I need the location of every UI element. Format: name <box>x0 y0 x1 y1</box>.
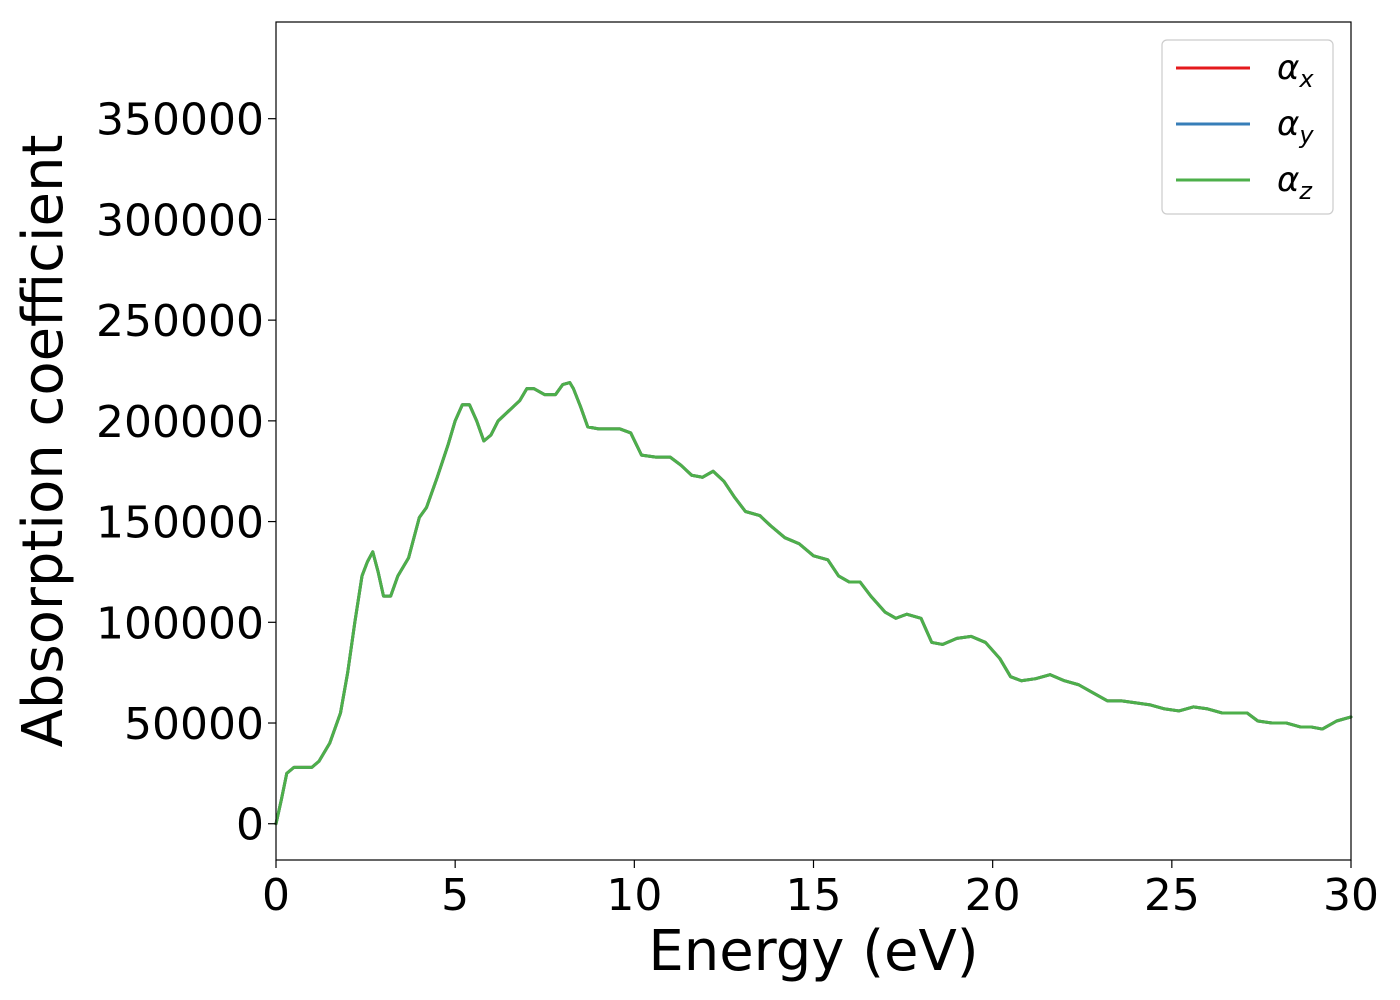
series-layer <box>274 381 1353 826</box>
y-tick-label: 150000 <box>96 498 264 549</box>
x-tick-label: 5 <box>441 870 469 921</box>
x-tick-label: 25 <box>1144 870 1200 921</box>
x-tick-label: 20 <box>965 870 1021 921</box>
x-tick-label: 15 <box>786 870 842 921</box>
legend-label-y: αy <box>1277 104 1314 149</box>
y-tick-label: 300000 <box>96 195 264 246</box>
y-axis-title: Absorption coefficient <box>11 135 76 748</box>
x-tick-label: 10 <box>606 870 662 921</box>
x-axis-title: Energy (eV) <box>648 919 978 984</box>
y-tick-label: 0 <box>236 800 264 851</box>
x-axis: 0 5 10 15 20 25 30 <box>262 860 1379 921</box>
x-tick-label: 0 <box>262 870 290 921</box>
y-tick-label: 350000 <box>96 95 264 146</box>
y-tick-label: 200000 <box>96 397 264 448</box>
y-tick-label: 50000 <box>124 699 264 750</box>
legend-box <box>1161 39 1334 215</box>
y-tick-label: 100000 <box>96 598 264 649</box>
legend-label-z: αz <box>1277 160 1313 205</box>
legend: αx αy αz <box>1161 39 1334 215</box>
series-line-z <box>274 381 1353 826</box>
x-tick-label: 30 <box>1323 870 1379 921</box>
legend-label-x: αx <box>1277 48 1314 93</box>
y-tick-label: 250000 <box>96 296 264 347</box>
y-axis: 0 50000 100000 150000 200000 250000 300000 3500… <box>96 95 276 851</box>
